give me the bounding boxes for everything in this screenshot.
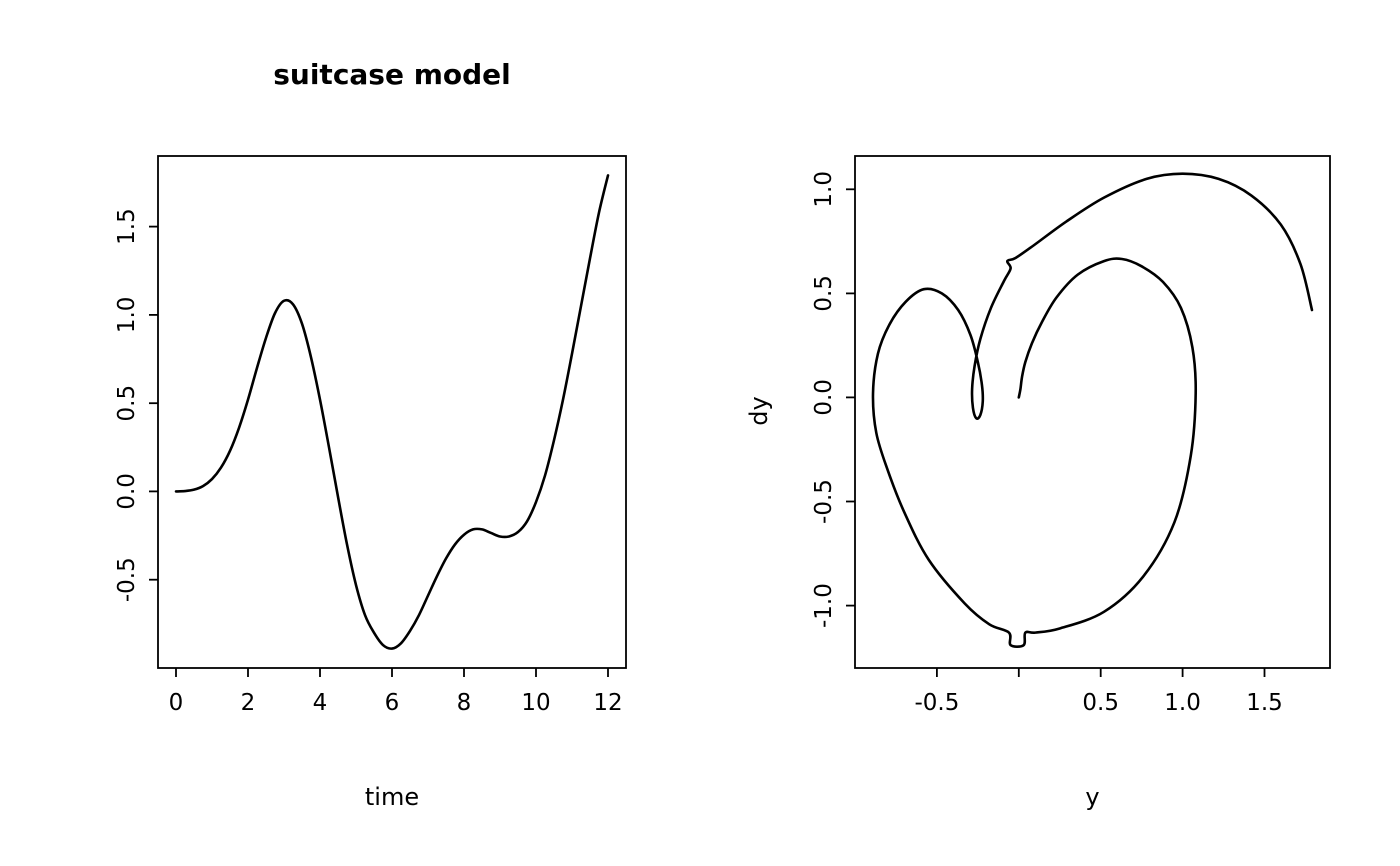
plot-0: 0 2 4 6 8 10 12 -0.5 0.0 0.5 1.0 1.5 xyxy=(114,155,627,716)
plot-1: -0.5 0.5 1.0 1.5 -1.0 -0.5 0.0 0.5 1.0 xyxy=(811,155,1331,716)
x-tick-label: 2 xyxy=(241,690,256,716)
x-tick-label: 10 xyxy=(521,690,550,716)
y-tick-label: 1.0 xyxy=(114,297,140,334)
plot-box xyxy=(157,155,627,669)
x-tick-label: -0.5 xyxy=(914,690,959,716)
x-tick-label: 0.5 xyxy=(1082,690,1119,716)
x-tick-label: 1.5 xyxy=(1246,690,1283,716)
chart-title: suitcase model xyxy=(273,58,511,91)
y-tick-label: -1.0 xyxy=(811,583,837,628)
y-tick-label: 0.5 xyxy=(114,385,140,422)
y-tick-label: 0.0 xyxy=(114,473,140,510)
phase-curve xyxy=(871,172,1314,648)
time-series-curve xyxy=(174,174,610,650)
x-tick-label: 8 xyxy=(457,690,472,716)
y-tick-label: 0.0 xyxy=(811,379,837,416)
y-tick-label: -0.5 xyxy=(114,557,140,602)
x-tick-label: 1.0 xyxy=(1164,690,1201,716)
x-tick-label: 4 xyxy=(313,690,328,716)
x-axis-label-time: time xyxy=(364,783,420,811)
plot-box xyxy=(854,155,1331,669)
y-tick-label: 0.5 xyxy=(811,275,837,312)
y-axis-label-dy: dy xyxy=(745,396,773,426)
y-tick-label: -0.5 xyxy=(811,479,837,524)
x-tick-label: 12 xyxy=(593,690,622,716)
x-tick-label: 0 xyxy=(169,690,184,716)
y-tick-label: 1.0 xyxy=(811,171,837,208)
x-tick-label: 6 xyxy=(385,690,400,716)
y-tick-label: 1.5 xyxy=(114,208,140,245)
x-axis-label-y: y xyxy=(1085,783,1100,811)
